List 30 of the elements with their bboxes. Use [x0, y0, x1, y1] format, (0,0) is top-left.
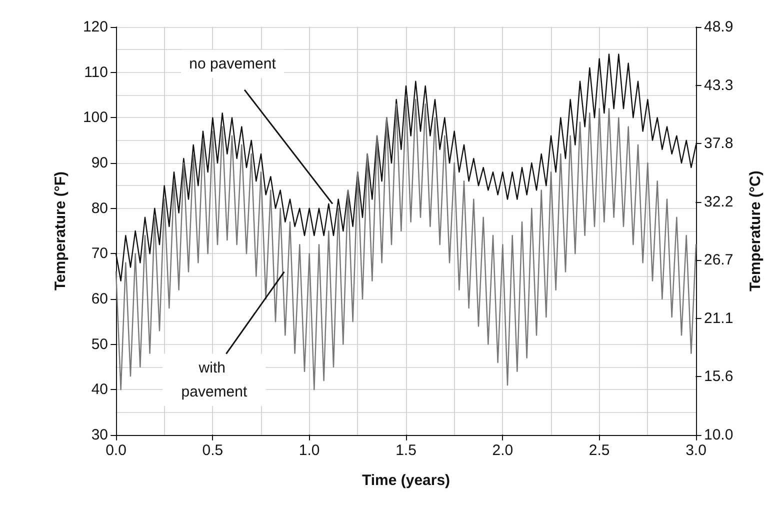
y2-axis-title: Temperature (°C) [747, 170, 764, 292]
y-tick-label: 120 [82, 18, 108, 36]
y-tick-label: 90 [91, 154, 108, 172]
y-tick-label: 70 [91, 245, 108, 262]
y2-tick-label: 32.2 [704, 194, 734, 211]
y-tick-label: 50 [91, 336, 108, 353]
y-axis-title: Temperature (°F) [52, 171, 69, 291]
x-tick-label: 1.5 [396, 442, 416, 459]
y-tick-label: 60 [91, 290, 108, 308]
y-tick-label: 110 [84, 64, 108, 81]
y2-tick-label: 10.0 [704, 426, 734, 444]
y-tick-label: 40 [91, 381, 108, 398]
x-tick-label: 2.0 [492, 442, 514, 459]
x-tick-label: 0.5 [202, 442, 224, 459]
y2-tick-label: 15.6 [704, 368, 734, 385]
annotation: no pavement [189, 55, 277, 72]
y2-tick-label: 48.9 [704, 18, 734, 36]
x-tick-label: 3.0 [686, 442, 706, 459]
x-tick-label: 0.0 [106, 442, 126, 459]
y2-tick-label: 43.3 [704, 77, 734, 94]
x-tick-label: 1.0 [298, 442, 320, 459]
y2-tick-label: 26.7 [704, 251, 734, 268]
y-tick-label: 30 [91, 426, 108, 444]
y-tick-label: 100 [82, 109, 108, 126]
x-axis-title: Time (years) [362, 472, 450, 489]
annotation: with pavement [181, 359, 248, 400]
y-tick-label: 80 [91, 200, 108, 217]
x-tick-label: 2.5 [588, 442, 610, 459]
y2-tick-label: 37.8 [704, 134, 734, 152]
y2-tick-label: 21.1 [704, 310, 734, 328]
